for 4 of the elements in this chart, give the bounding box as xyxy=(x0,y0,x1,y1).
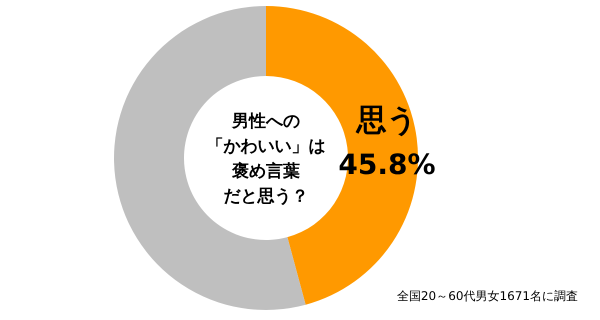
donut-slice xyxy=(114,6,306,310)
text: 全国20～60代男女1671名に調査 xyxy=(396,289,578,303)
text: 男性への「かわいい」は褒め言葉だと思う？ xyxy=(206,112,326,206)
slice-label: 思う xyxy=(355,102,418,138)
